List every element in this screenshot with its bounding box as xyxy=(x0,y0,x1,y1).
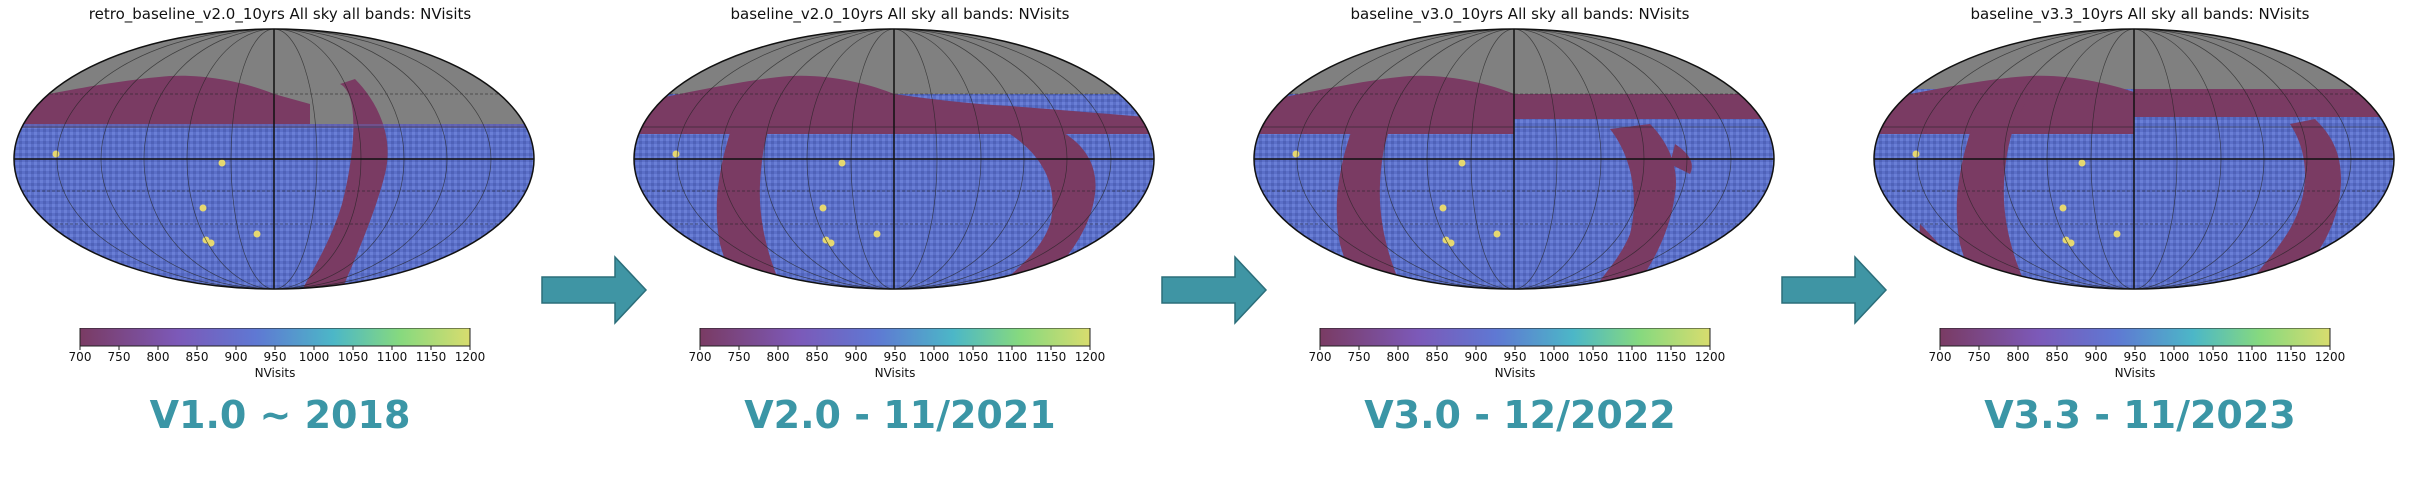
colorbar-tick-label: 850 xyxy=(1426,350,1449,364)
skymap-4 xyxy=(1873,28,2395,290)
arrow-right-icon xyxy=(1781,255,1888,325)
colorbar-tick-label: 1200 xyxy=(1695,350,1726,364)
colorbar-ticks-1: 700 750 800 850 900 950 1000 1050 1100 1150 1200 xyxy=(69,346,486,364)
colorbar-ticks-3: 700 750 800 850 900 950 1000 1050 1100 1150 1200 xyxy=(1309,346,1726,364)
colorbar-tick-label: 850 xyxy=(186,350,209,364)
colorbar-tick-label: 800 xyxy=(767,350,790,364)
colorbar-tick-label: 950 xyxy=(2124,350,2147,364)
colorbar-tick-label: 1050 xyxy=(338,350,369,364)
colorbar-tick-label: 750 xyxy=(108,350,131,364)
colorbar-tick-label: 1150 xyxy=(2276,350,2307,364)
colorbar-tick-label: 750 xyxy=(728,350,751,364)
version-label: V1.0 ~ 2018 xyxy=(149,393,411,437)
chart-title: retro_baseline_v2.0_10yrs All sky all ba… xyxy=(88,5,472,23)
chart-title: baseline_v3.3_10yrs All sky all bands: N… xyxy=(1970,5,2310,23)
colorbar-ticks-2: 700 750 800 850 900 950 1000 1050 1100 1150 1200 xyxy=(689,346,1106,364)
colorbar-tick-label: 1200 xyxy=(455,350,486,364)
colorbar-ticks-4: 700 750 800 850 900 950 1000 1050 1100 1150 1200 xyxy=(1929,346,2346,364)
colorbar-label: NVisits xyxy=(2115,366,2156,380)
colorbar-tick-label: 950 xyxy=(884,350,907,364)
colorbar-tick-label: 700 xyxy=(1929,350,1952,364)
colorbar-tick-label: 1150 xyxy=(416,350,447,364)
colorbar-tick-label: 1050 xyxy=(2198,350,2229,364)
version-label: V3.0 - 12/2022 xyxy=(1364,393,1676,437)
colorbar-tick-label: 1200 xyxy=(1075,350,1106,364)
colorbar-tick-label: 1150 xyxy=(1036,350,1067,364)
panel-3: baseline_v3.0_10yrs All sky all bands: N… xyxy=(1240,0,1800,478)
colorbar-tick-label: 900 xyxy=(845,350,868,364)
colorbar-label: NVisits xyxy=(255,366,296,380)
colorbar-label: NVisits xyxy=(875,366,916,380)
colorbar-2: 700 750 800 850 900 950 1000 1050 1100 1150 1200 N… xyxy=(689,328,1106,380)
colorbar-tick-label: 1050 xyxy=(1578,350,1609,364)
colorbar-tick-label: 1000 xyxy=(2159,350,2190,364)
panel-2: baseline_v2.0_10yrs All sky all bands: N… xyxy=(620,0,1180,478)
chart-title: baseline_v3.0_10yrs All sky all bands: N… xyxy=(1350,5,1690,23)
colorbar-tick-label: 1200 xyxy=(2315,350,2346,364)
colorbar-tick-label: 750 xyxy=(1968,350,1991,364)
skymap-2 xyxy=(633,28,1155,290)
panel-1: retro_baseline_v2.0_10yrs All sky all ba… xyxy=(0,0,560,478)
version-label: V2.0 - 11/2021 xyxy=(744,393,1056,437)
colorbar-tick-label: 700 xyxy=(69,350,92,364)
colorbar-tick-label: 800 xyxy=(2007,350,2030,364)
colorbar-tick-label: 1000 xyxy=(1539,350,1570,364)
skymap-1 xyxy=(13,28,535,290)
colorbar-tick-label: 800 xyxy=(1387,350,1410,364)
colorbar-tick-label: 1000 xyxy=(919,350,950,364)
colorbar-tick-label: 900 xyxy=(2085,350,2108,364)
colorbar-tick-label: 750 xyxy=(1348,350,1371,364)
colorbar-tick-label: 900 xyxy=(225,350,248,364)
colorbar-tick-label: 850 xyxy=(2046,350,2069,364)
colorbar-tick-label: 700 xyxy=(1309,350,1332,364)
panel-4: baseline_v3.3_10yrs All sky all bands: N… xyxy=(1860,0,2420,478)
colorbar-4: 700 750 800 850 900 950 1000 1050 1100 1150 1200 N… xyxy=(1929,328,2346,380)
colorbar-tick-label: 1100 xyxy=(997,350,1028,364)
colorbar-tick-label: 1000 xyxy=(299,350,330,364)
colorbar-tick-label: 900 xyxy=(1465,350,1488,364)
colorbar-tick-label: 850 xyxy=(806,350,829,364)
colorbar-tick-label: 1100 xyxy=(2237,350,2268,364)
version-label: V3.3 - 11/2023 xyxy=(1984,393,2296,437)
colorbar-label: NVisits xyxy=(1495,366,1536,380)
colorbar-tick-label: 800 xyxy=(147,350,170,364)
colorbar-tick-label: 1100 xyxy=(377,350,408,364)
colorbar-tick-label: 700 xyxy=(689,350,712,364)
colorbar-3: 700 750 800 850 900 950 1000 1050 1100 1150 1200 N… xyxy=(1309,328,1726,380)
chart-title: baseline_v2.0_10yrs All sky all bands: N… xyxy=(730,5,1070,23)
colorbar-tick-label: 1100 xyxy=(1617,350,1648,364)
arrow-right-icon xyxy=(1161,255,1268,325)
colorbar-tick-label: 1050 xyxy=(958,350,989,364)
colorbar-tick-label: 950 xyxy=(264,350,287,364)
colorbar-tick-label: 1150 xyxy=(1656,350,1687,364)
colorbar-1: 700 750 800 850 900 950 1000 1050 1100 1150 1200 N… xyxy=(69,328,486,380)
arrow-right-icon xyxy=(541,255,648,325)
skymap-3 xyxy=(1253,28,1775,290)
colorbar-tick-label: 950 xyxy=(1504,350,1527,364)
